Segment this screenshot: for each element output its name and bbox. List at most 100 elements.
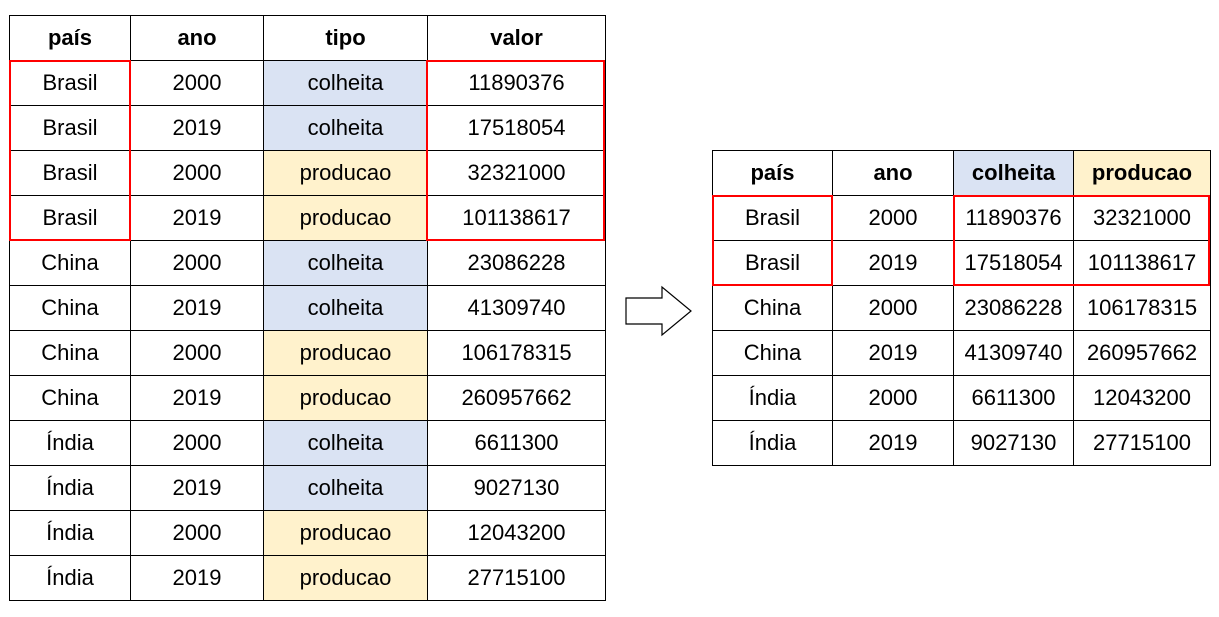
- cell-tipo: producao: [263, 555, 428, 601]
- cell-ano: 2000: [130, 60, 264, 106]
- cell-ano: 2019: [832, 240, 954, 286]
- cell-tipo: colheita: [263, 285, 428, 331]
- cell-producao: 12043200: [1073, 375, 1211, 421]
- table-row: Índia 2019 producao 27715100: [9, 555, 606, 601]
- cell-pais: Índia: [712, 420, 833, 466]
- cell-tipo: producao: [263, 330, 428, 376]
- cell-valor: 12043200: [427, 510, 606, 556]
- cell-colheita: 6611300: [953, 375, 1074, 421]
- cell-pais: China: [712, 285, 833, 331]
- table-row: Brasil 2000 producao 32321000: [9, 150, 606, 196]
- cell-pais: Índia: [712, 375, 833, 421]
- cell-tipo: colheita: [263, 465, 428, 511]
- cell-valor: 101138617: [427, 195, 606, 241]
- cell-pais: Índia: [9, 555, 131, 601]
- long-table-header-row: país ano tipo valor: [9, 15, 606, 61]
- wide-table-header-row: país ano colheita producao: [712, 150, 1211, 196]
- cell-ano: 2000: [130, 240, 264, 286]
- table-row: China 2000 colheita 23086228: [9, 240, 606, 286]
- cell-pais: Índia: [9, 420, 131, 466]
- header-valor: valor: [427, 15, 606, 61]
- cell-tipo: producao: [263, 375, 428, 421]
- cell-ano: 2000: [832, 285, 954, 331]
- cell-ano: 2000: [130, 330, 264, 376]
- cell-ano: 2019: [130, 105, 264, 151]
- cell-pais: Brasil: [712, 195, 833, 241]
- table-row: Índia 2019 colheita 9027130: [9, 465, 606, 511]
- cell-valor: 27715100: [427, 555, 606, 601]
- cell-tipo: producao: [263, 150, 428, 196]
- table-row: Índia 2000 producao 12043200: [9, 510, 606, 556]
- cell-producao: 27715100: [1073, 420, 1211, 466]
- cell-valor: 9027130: [427, 465, 606, 511]
- table-row: Índia 2000 colheita 6611300: [9, 420, 606, 466]
- cell-tipo: colheita: [263, 60, 428, 106]
- cell-producao: 106178315: [1073, 285, 1211, 331]
- cell-valor: 106178315: [427, 330, 606, 376]
- header-pais: país: [712, 150, 833, 196]
- table-row: Índia 2019 9027130 27715100: [712, 420, 1211, 466]
- cell-tipo: colheita: [263, 240, 428, 286]
- cell-producao: 260957662: [1073, 330, 1211, 376]
- cell-colheita: 9027130: [953, 420, 1074, 466]
- header-ano: ano: [130, 15, 264, 61]
- cell-pais: Brasil: [9, 195, 131, 241]
- cell-colheita: 23086228: [953, 285, 1074, 331]
- cell-ano: 2000: [130, 510, 264, 556]
- cell-pais: China: [9, 285, 131, 331]
- cell-ano: 2019: [130, 285, 264, 331]
- header-colheita: colheita: [953, 150, 1074, 196]
- header-producao: producao: [1073, 150, 1211, 196]
- table-row: China 2000 producao 106178315: [9, 330, 606, 376]
- cell-tipo: producao: [263, 510, 428, 556]
- table-row: Brasil 2019 colheita 17518054: [9, 105, 606, 151]
- wide-format-table: país ano colheita producao Brasil 2000 1…: [712, 150, 1211, 466]
- cell-pais: China: [712, 330, 833, 376]
- cell-ano: 2019: [130, 375, 264, 421]
- table-row: Brasil 2000 colheita 11890376: [9, 60, 606, 106]
- cell-ano: 2019: [130, 555, 264, 601]
- cell-pais: Índia: [9, 465, 131, 511]
- header-tipo: tipo: [263, 15, 428, 61]
- cell-pais: China: [9, 330, 131, 376]
- cell-tipo: colheita: [263, 420, 428, 466]
- cell-ano: 2000: [832, 375, 954, 421]
- table-row: China 2019 colheita 41309740: [9, 285, 606, 331]
- cell-valor: 11890376: [427, 60, 606, 106]
- cell-ano: 2019: [832, 420, 954, 466]
- cell-colheita: 41309740: [953, 330, 1074, 376]
- cell-pais: Brasil: [9, 60, 131, 106]
- cell-ano: 2019: [130, 195, 264, 241]
- cell-pais: Brasil: [712, 240, 833, 286]
- cell-valor: 260957662: [427, 375, 606, 421]
- table-row: Brasil 2019 producao 101138617: [9, 195, 606, 241]
- cell-pais: Brasil: [9, 105, 131, 151]
- cell-pais: Brasil: [9, 150, 131, 196]
- cell-ano: 2000: [832, 195, 954, 241]
- table-row: Brasil 2019 17518054 101138617: [712, 240, 1211, 286]
- cell-tipo: colheita: [263, 105, 428, 151]
- cell-ano: 2000: [130, 150, 264, 196]
- cell-pais: China: [9, 240, 131, 286]
- cell-producao: 101138617: [1073, 240, 1211, 286]
- table-row: Índia 2000 6611300 12043200: [712, 375, 1211, 421]
- table-row: China 2019 producao 260957662: [9, 375, 606, 421]
- table-row: Brasil 2000 11890376 32321000: [712, 195, 1211, 241]
- cell-pais: China: [9, 375, 131, 421]
- cell-pais: Índia: [9, 510, 131, 556]
- cell-valor: 23086228: [427, 240, 606, 286]
- cell-ano: 2019: [130, 465, 264, 511]
- cell-producao: 32321000: [1073, 195, 1211, 241]
- cell-valor: 32321000: [427, 150, 606, 196]
- table-row: China 2000 23086228 106178315: [712, 285, 1211, 331]
- cell-colheita: 17518054: [953, 240, 1074, 286]
- cell-colheita: 11890376: [953, 195, 1074, 241]
- cell-valor: 41309740: [427, 285, 606, 331]
- right-arrow-icon: [625, 285, 692, 337]
- long-format-table: país ano tipo valor Brasil 2000 colheita…: [9, 15, 606, 601]
- cell-ano: 2000: [130, 420, 264, 466]
- header-ano: ano: [832, 150, 954, 196]
- cell-valor: 6611300: [427, 420, 606, 466]
- cell-tipo: producao: [263, 195, 428, 241]
- cell-valor: 17518054: [427, 105, 606, 151]
